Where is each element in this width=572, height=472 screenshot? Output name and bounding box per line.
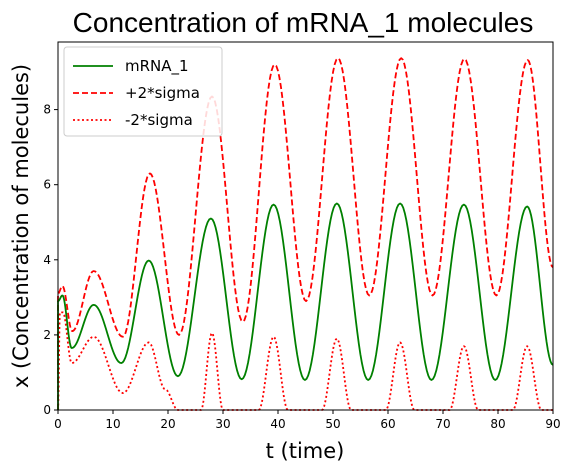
x-tick-label: 40	[270, 417, 285, 431]
x-axis-label: t (time)	[266, 439, 345, 463]
legend: mRNA_1 +2*sigma -2*sigma	[63, 46, 223, 137]
y-tick-label: 6	[43, 178, 51, 192]
x-axis-ticks: 0 10 20 30 40 50 60 70 80 90	[54, 410, 561, 431]
x-tick-label: 0	[54, 417, 62, 431]
y-tick-label: 0	[43, 403, 51, 417]
y-tick-label: 4	[43, 253, 51, 267]
chart-title: Concentration of mRNA_1 molecules	[73, 7, 534, 38]
x-tick-label: 70	[435, 417, 450, 431]
y-axis-ticks: 0 2 4 6 8	[43, 103, 58, 417]
legend-label-mrna: mRNA_1	[125, 57, 189, 76]
legend-label-minus-sigma: -2*sigma	[125, 111, 193, 129]
y-axis-label: x (Concentration of molecules)	[9, 64, 33, 388]
series-minus-sigma-line	[57, 311, 553, 411]
series-mrna-line	[57, 202, 554, 410]
legend-box	[63, 46, 223, 137]
series-plus-sigma-line	[57, 57, 554, 410]
series-layer	[57, 57, 554, 411]
y-tick-label: 2	[43, 328, 51, 342]
x-tick-label: 90	[545, 417, 560, 431]
legend-label-plus-sigma: +2*sigma	[125, 84, 200, 102]
x-tick-label: 20	[160, 417, 175, 431]
y-tick-label: 8	[43, 103, 51, 117]
plot-frame	[57, 41, 554, 411]
x-tick-label: 60	[380, 417, 395, 431]
x-tick-label: 10	[105, 417, 120, 431]
x-tick-label: 30	[215, 417, 230, 431]
x-tick-label: 50	[325, 417, 340, 431]
x-tick-label: 80	[490, 417, 505, 431]
